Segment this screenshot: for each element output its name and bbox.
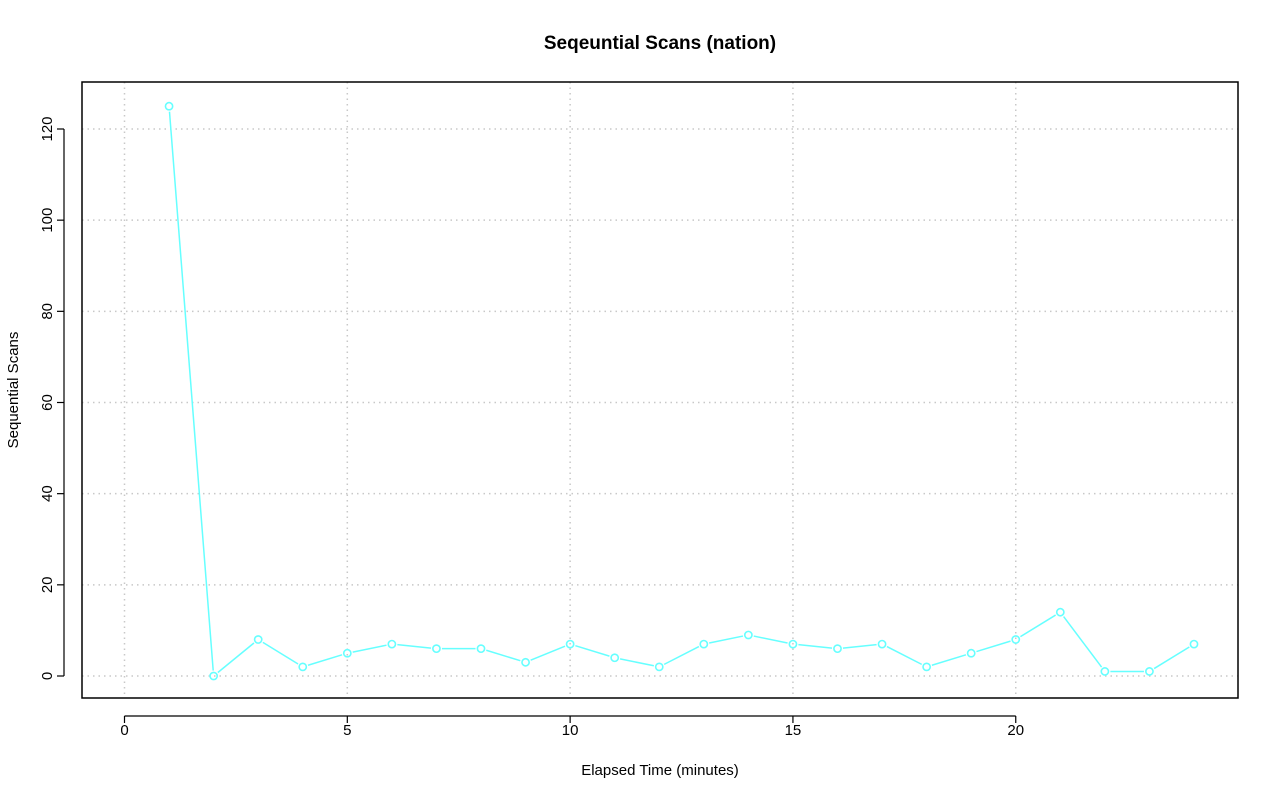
series-0-segment-20 bbox=[1063, 616, 1103, 668]
series-0-segment-12 bbox=[709, 635, 744, 644]
series-0-point-1 bbox=[209, 671, 219, 681]
series-0-segment-11 bbox=[663, 645, 700, 666]
series-layer bbox=[164, 101, 1199, 681]
x-tick-label-20: 20 bbox=[1007, 722, 1024, 739]
series-0-segment-1 bbox=[217, 642, 255, 674]
series-0-segment-16 bbox=[886, 645, 923, 666]
series-0-point-9 bbox=[565, 639, 575, 649]
y-tick-label-100: 100 bbox=[39, 208, 56, 233]
series-0-segment-13 bbox=[753, 635, 788, 644]
y-axis-label: Sequential Scans bbox=[5, 332, 22, 449]
series-0-segment-9 bbox=[575, 644, 610, 657]
series-0-point-16 bbox=[877, 639, 887, 649]
series-0-point-6 bbox=[432, 644, 441, 654]
series-0-segment-18 bbox=[976, 640, 1011, 653]
series-0-segment-10 bbox=[619, 658, 655, 667]
series-0-point-22 bbox=[1145, 667, 1154, 676]
y-tick-label-80: 80 bbox=[39, 303, 56, 320]
y-tick-label-60: 60 bbox=[39, 394, 56, 411]
series-0-segment-2 bbox=[262, 641, 299, 665]
x-tick-label-10: 10 bbox=[562, 722, 579, 739]
series-0-segment-4 bbox=[352, 644, 387, 653]
y-tick-label-40: 40 bbox=[39, 485, 56, 502]
series-0-point-4 bbox=[342, 648, 352, 658]
grid bbox=[82, 82, 1238, 698]
series-0-point-20 bbox=[1055, 607, 1065, 617]
series-0-point-8 bbox=[521, 657, 530, 667]
y-tick-label-120: 120 bbox=[39, 116, 56, 141]
y-axis: 0 20 40 60 80 100 120 bbox=[39, 116, 65, 680]
series-0-point-15 bbox=[833, 644, 842, 654]
series-0-segment-19 bbox=[1020, 614, 1057, 638]
series-0-segment-17 bbox=[931, 654, 967, 666]
series-0-segment-15 bbox=[842, 643, 877, 649]
x-axis: 0 5 10 15 20 bbox=[120, 715, 1024, 739]
chart-title: Seqeuntial Scans (nation) bbox=[544, 33, 776, 54]
series-0-point-5 bbox=[387, 639, 397, 649]
series-0-segment-5 bbox=[397, 643, 432, 649]
series-0-point-0 bbox=[164, 101, 174, 111]
x-tick-label-0: 0 bbox=[120, 722, 128, 739]
y-tick-label-0: 0 bbox=[39, 672, 56, 680]
series-0-point-7 bbox=[476, 644, 486, 654]
series-0-point-3 bbox=[298, 662, 308, 672]
x-tick-label-15: 15 bbox=[785, 722, 802, 739]
series-0-point-10 bbox=[610, 653, 620, 663]
series-0-segment-3 bbox=[307, 654, 343, 666]
series-0-point-13 bbox=[743, 630, 753, 640]
series-0-point-17 bbox=[922, 662, 932, 672]
series-0-point-11 bbox=[654, 662, 664, 672]
series-0-segment-22 bbox=[1153, 646, 1190, 670]
series-0-segment-8 bbox=[530, 645, 566, 661]
series-0-point-12 bbox=[699, 639, 709, 649]
series-0-point-18 bbox=[966, 648, 976, 658]
series-0-segment-0 bbox=[168, 111, 214, 671]
x-axis-label: Elapsed Time (minutes) bbox=[581, 762, 739, 779]
series-0-point-14 bbox=[788, 639, 798, 649]
series-0-point-19 bbox=[1011, 635, 1021, 644]
series-0-point-23 bbox=[1189, 639, 1199, 649]
y-tick-label-20: 20 bbox=[39, 576, 56, 593]
series-0-segment-14 bbox=[798, 643, 833, 649]
series-0-point-2 bbox=[253, 635, 263, 644]
plot-frame bbox=[81, 81, 1239, 699]
x-tick-label-5: 5 bbox=[343, 722, 351, 739]
series-0-segment-7 bbox=[486, 649, 521, 662]
series-0-point-21 bbox=[1100, 667, 1110, 676]
